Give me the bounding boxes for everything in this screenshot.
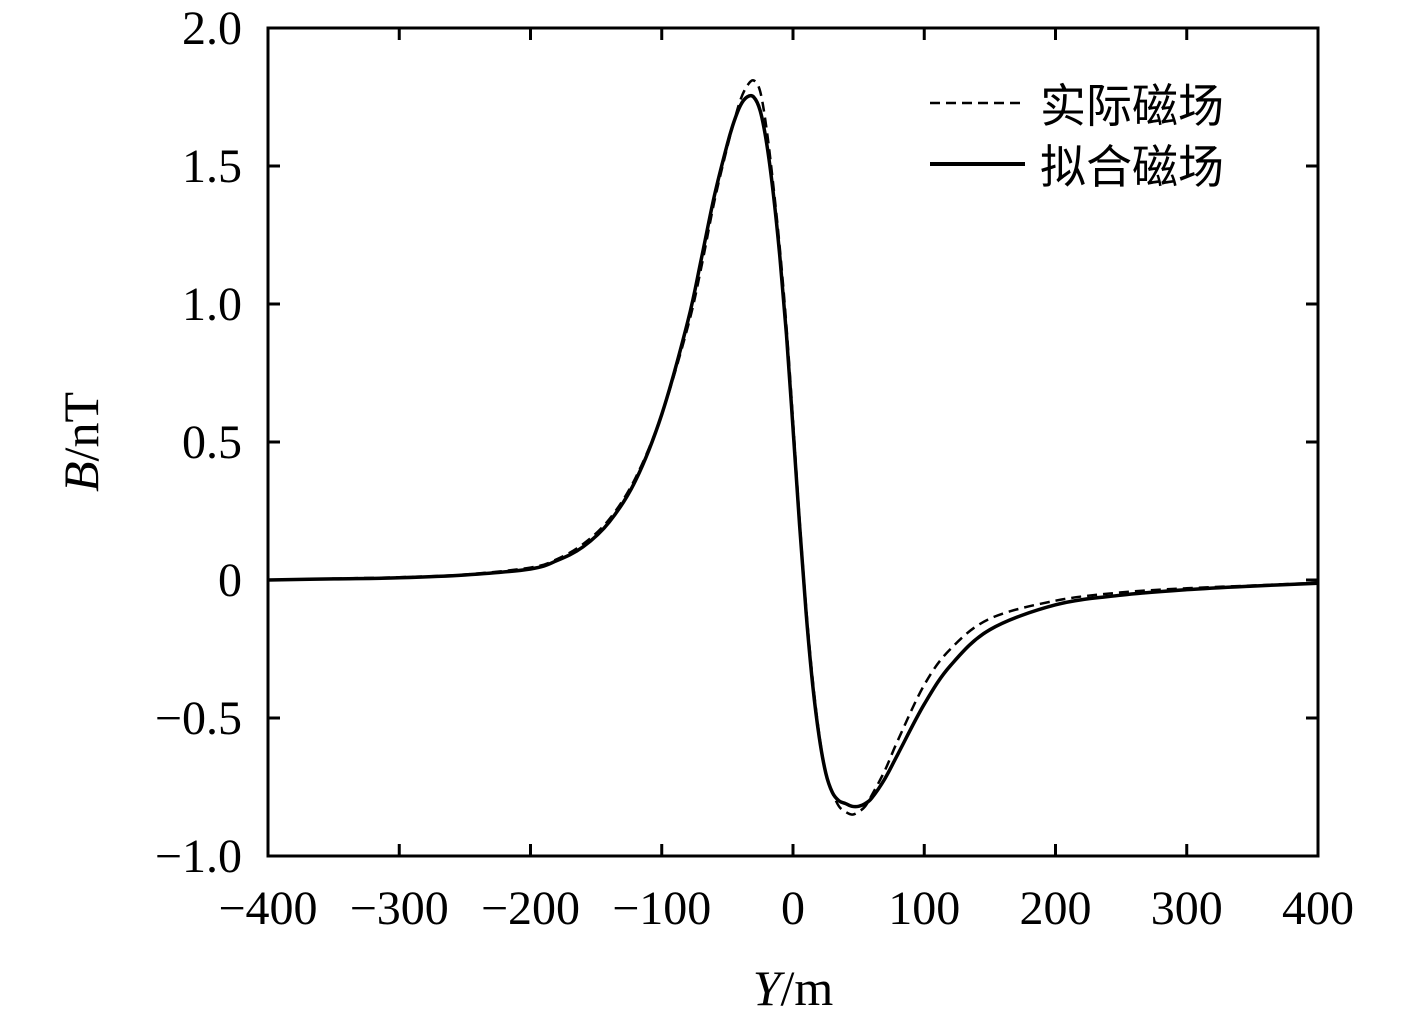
y-axis-unit: /nT <box>53 392 109 461</box>
x-axis-unit: /m <box>781 960 834 1016</box>
x-axis-label: Y/m <box>753 960 834 1016</box>
series-fitted-line <box>267 93 1319 809</box>
x-tick-label: 100 <box>888 882 960 935</box>
y-tick-label: 1.0 <box>182 278 242 331</box>
y-tick-label: −1.0 <box>155 830 242 883</box>
y-tick-label: −0.5 <box>155 692 242 745</box>
y-axis-ticks: −1.0 −0.5 0 0.5 1.0 1.5 2.0 <box>155 2 1318 883</box>
x-tick-label: 300 <box>1151 882 1223 935</box>
y-axis-label: B/nT <box>53 392 109 492</box>
x-tick-label: −400 <box>218 882 317 935</box>
legend-label-fitted: 拟合磁场 <box>1040 140 1224 194</box>
x-tick-label: 200 <box>1020 882 1092 935</box>
x-tick-label: −100 <box>612 882 711 935</box>
x-axis-ticks: −400 −300 −200 −100 0 100 200 300 400 <box>218 28 1354 935</box>
plot-frame <box>266 26 1320 858</box>
legend-label-measured: 实际磁场 <box>1040 79 1224 133</box>
y-tick-label: 1.5 <box>182 140 242 193</box>
series-layer <box>267 79 1319 816</box>
x-tick-label: 0 <box>781 882 805 935</box>
y-axis-variable: B <box>53 461 109 492</box>
x-axis-variable: Y <box>753 960 786 1016</box>
x-tick-label: 400 <box>1282 882 1354 935</box>
legend: 实际磁场 拟合磁场 <box>930 79 1224 194</box>
x-tick-label: −300 <box>350 882 449 935</box>
y-tick-label: 2.0 <box>182 2 242 55</box>
x-tick-label: −200 <box>481 882 580 935</box>
y-tick-label: 0 <box>218 554 242 607</box>
y-tick-label: 0.5 <box>182 416 242 469</box>
